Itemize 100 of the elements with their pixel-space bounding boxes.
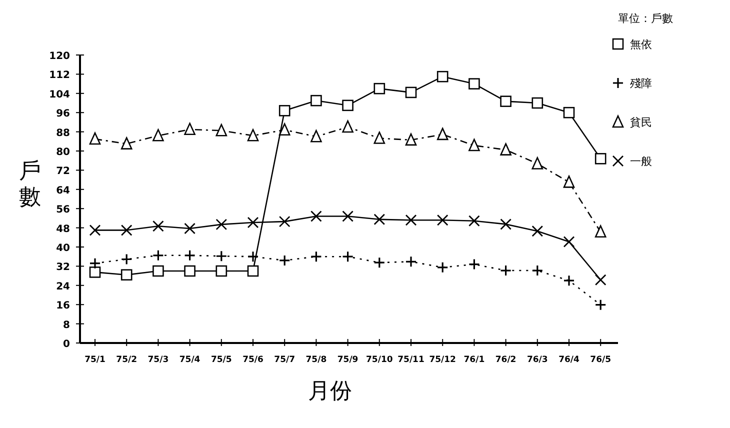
point [310,130,322,142]
point [468,215,480,227]
point [468,138,480,152]
point [563,236,575,248]
point [247,128,259,142]
legend-title: 單位：戶數 [618,12,673,25]
point [310,210,322,222]
point [532,157,544,170]
point [278,254,290,266]
y-tick-label: 64 [56,185,70,196]
point [184,250,196,262]
point [374,132,386,144]
point [500,143,512,156]
y-tick-label: 48 [56,224,70,235]
point [89,132,101,145]
point [184,222,196,234]
point [500,96,512,107]
point [405,256,417,268]
x-axis-title: 月份 [308,379,352,404]
y-tick-label: 72 [56,166,70,178]
y-tick-label: 8 [63,320,70,331]
x-tick-label: 76/5 [590,355,612,365]
point [247,265,259,277]
point [436,262,448,274]
point [594,225,606,238]
point [468,78,480,90]
y-tick-label: 16 [56,300,70,312]
y-tick-label: 88 [56,128,70,139]
y-axis-title: 戶數 [19,159,41,210]
point [405,214,417,226]
point [120,224,132,236]
point [500,264,512,276]
point [374,82,386,94]
x-tick-label: 75/1 [84,355,106,365]
point [247,216,259,228]
point [436,128,448,140]
point [594,153,606,164]
point [89,224,101,236]
point [500,218,512,230]
point [216,124,228,136]
point [594,274,606,286]
x-tick-label: 75/3 [148,355,169,365]
point [247,250,259,262]
point [532,264,544,276]
point [152,220,164,232]
point [216,265,228,277]
point [184,265,196,277]
legend-label: 無依 [630,38,652,51]
point [120,269,132,280]
y-tick-label: 80 [56,147,70,158]
x-tick-label: 76/4 [558,355,580,365]
y-tick-label: 24 [56,281,70,292]
point [436,70,448,82]
x-tick-label: 76/2 [495,355,516,365]
point [563,274,575,286]
x-tick-label: 75/4 [179,355,200,365]
point [278,123,290,136]
y-tick-label: 40 [56,243,70,254]
point [184,122,196,136]
point [152,250,164,262]
point [120,137,132,150]
x-tick-label: 75/12 [429,355,456,365]
x-tick-label: 75/7 [274,355,296,365]
point [310,94,322,106]
point [152,265,164,277]
point [310,250,322,262]
point [468,258,480,270]
x-tick-label: 75/11 [398,355,424,365]
y-tick-label: 56 [56,204,70,216]
point [216,218,228,230]
point [152,128,164,142]
x-tick-label: 76/3 [526,355,548,365]
x-tick-label: 75/6 [242,355,264,365]
point [89,258,101,270]
x-tick-label: 75/10 [366,355,393,365]
point [89,266,101,278]
x-tick-label: 75/5 [210,355,232,365]
point [405,86,417,98]
legend-label: 一般 [630,155,652,168]
point [532,225,544,237]
point [374,214,386,226]
point [342,210,354,222]
x-tick-label: 75/2 [116,355,138,365]
point [216,250,228,262]
point [374,256,386,268]
legend-label: 殘障 [630,77,652,90]
point [532,97,544,109]
x-tick-label: 75/9 [337,355,358,365]
x-tick-label: 76/1 [464,355,485,365]
x-tick-label: 75/8 [306,355,327,365]
point [120,253,132,266]
y-tick-label: 112 [49,70,70,82]
y-tick-label: 120 [49,51,70,62]
point [405,133,417,146]
legend-label: 貧民 [630,116,652,129]
point [342,250,354,262]
y-tick-label: 32 [56,262,70,274]
point [278,216,290,228]
y-tick-label: 104 [49,89,70,100]
point [563,106,575,118]
